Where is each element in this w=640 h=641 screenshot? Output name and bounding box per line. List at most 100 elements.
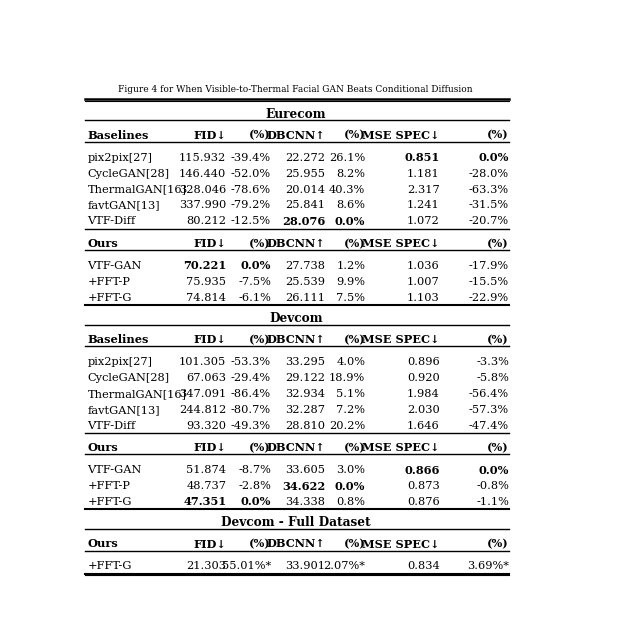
Text: 1.036: 1.036	[407, 261, 440, 271]
Text: DBCNN↑: DBCNN↑	[267, 238, 326, 249]
Text: +FFT-G: +FFT-G	[88, 293, 132, 303]
Text: (%): (%)	[249, 538, 271, 549]
Text: 0.866: 0.866	[404, 465, 440, 476]
Text: 3.69%*: 3.69%*	[467, 562, 509, 572]
Text: pix2pix[27]: pix2pix[27]	[88, 153, 152, 163]
Text: -3.3%: -3.3%	[476, 357, 509, 367]
Text: VTF-Diff: VTF-Diff	[88, 216, 136, 226]
Text: 75.935: 75.935	[186, 277, 227, 287]
Text: (%): (%)	[344, 538, 365, 549]
Text: Baselines: Baselines	[88, 334, 149, 345]
Text: -80.7%: -80.7%	[231, 404, 271, 415]
Text: DBCNN↑: DBCNN↑	[267, 442, 326, 453]
Text: Devcom: Devcom	[269, 312, 323, 325]
Text: 28.076: 28.076	[282, 216, 326, 227]
Text: ThermalGAN[16]: ThermalGAN[16]	[88, 185, 186, 195]
Text: -15.5%: -15.5%	[469, 277, 509, 287]
Text: 18.9%: 18.9%	[329, 373, 365, 383]
Text: 21.303: 21.303	[186, 562, 227, 572]
Text: 20.2%: 20.2%	[329, 420, 365, 431]
Text: Ours: Ours	[88, 238, 118, 249]
Text: 26.1%: 26.1%	[329, 153, 365, 163]
Text: -0.8%: -0.8%	[476, 481, 509, 491]
Text: (%): (%)	[344, 238, 365, 249]
Text: Devcom - Full Dataset: Devcom - Full Dataset	[221, 516, 371, 529]
Text: MSE SPEC↓: MSE SPEC↓	[362, 334, 440, 345]
Text: -29.4%: -29.4%	[231, 373, 271, 383]
Text: -12.5%: -12.5%	[231, 216, 271, 226]
Text: MSE SPEC↓: MSE SPEC↓	[362, 129, 440, 140]
Text: 0.0%: 0.0%	[335, 481, 365, 492]
Text: 40.3%: 40.3%	[329, 185, 365, 195]
Text: 22.272: 22.272	[285, 153, 326, 163]
Text: +FFT-G: +FFT-G	[88, 497, 132, 507]
Text: (%): (%)	[344, 129, 365, 140]
Text: 146.440: 146.440	[179, 169, 227, 179]
Text: (%): (%)	[249, 238, 271, 249]
Text: +FFT-P: +FFT-P	[88, 277, 131, 287]
Text: DBCNN↑: DBCNN↑	[267, 129, 326, 140]
Text: 0.876: 0.876	[407, 497, 440, 507]
Text: MSE SPEC↓: MSE SPEC↓	[362, 238, 440, 249]
Text: (%): (%)	[487, 538, 509, 549]
Text: favtGAN[13]: favtGAN[13]	[88, 201, 160, 210]
Text: CycleGAN[28]: CycleGAN[28]	[88, 373, 170, 383]
Text: 115.932: 115.932	[179, 153, 227, 163]
Text: -57.3%: -57.3%	[469, 404, 509, 415]
Text: MSE SPEC↓: MSE SPEC↓	[362, 538, 440, 549]
Text: 25.955: 25.955	[285, 169, 326, 179]
Text: -1.1%: -1.1%	[476, 497, 509, 507]
Text: (%): (%)	[487, 238, 509, 249]
Text: 27.738: 27.738	[285, 261, 326, 271]
Text: 1.646: 1.646	[407, 420, 440, 431]
Text: 1.103: 1.103	[407, 293, 440, 303]
Text: (%): (%)	[249, 442, 271, 453]
Text: (%): (%)	[249, 129, 271, 140]
Text: 2.317: 2.317	[407, 185, 440, 195]
Text: DBCNN↑: DBCNN↑	[267, 334, 326, 345]
Text: 9.9%: 9.9%	[336, 277, 365, 287]
Text: -20.7%: -20.7%	[469, 216, 509, 226]
Text: 47.351: 47.351	[183, 497, 227, 508]
Text: 244.812: 244.812	[179, 404, 227, 415]
Text: (%): (%)	[344, 334, 365, 345]
Text: -86.4%: -86.4%	[231, 389, 271, 399]
Text: FID↓: FID↓	[193, 538, 227, 549]
Text: VTF-Diff: VTF-Diff	[88, 420, 136, 431]
Text: 337.990: 337.990	[179, 201, 227, 210]
Text: FID↓: FID↓	[193, 442, 227, 453]
Text: -8.7%: -8.7%	[238, 465, 271, 475]
Text: 25.539: 25.539	[285, 277, 326, 287]
Text: CycleGAN[28]: CycleGAN[28]	[88, 169, 170, 179]
Text: DBCNN↑: DBCNN↑	[267, 538, 326, 549]
Text: -47.4%: -47.4%	[469, 420, 509, 431]
Text: 33.295: 33.295	[285, 357, 326, 367]
Text: 0.896: 0.896	[407, 357, 440, 367]
Text: 25.841: 25.841	[285, 201, 326, 210]
Text: FID↓: FID↓	[193, 238, 227, 249]
Text: 28.810: 28.810	[285, 420, 326, 431]
Text: 0.920: 0.920	[407, 373, 440, 383]
Text: FID↓: FID↓	[193, 129, 227, 140]
Text: Ours: Ours	[88, 442, 118, 453]
Text: 0.0%: 0.0%	[479, 465, 509, 476]
Text: -63.3%: -63.3%	[469, 185, 509, 195]
Text: 0.873: 0.873	[407, 481, 440, 491]
Text: Eurecom: Eurecom	[266, 108, 326, 121]
Text: 1.072: 1.072	[407, 216, 440, 226]
Text: 32.287: 32.287	[285, 404, 326, 415]
Text: 1.007: 1.007	[407, 277, 440, 287]
Text: 8.2%: 8.2%	[336, 169, 365, 179]
Text: 33.605: 33.605	[285, 465, 326, 475]
Text: FID↓: FID↓	[193, 334, 227, 345]
Text: 26.111: 26.111	[285, 293, 326, 303]
Text: 55.01%*: 55.01%*	[222, 562, 271, 572]
Text: VTF-GAN: VTF-GAN	[88, 465, 142, 475]
Text: (%): (%)	[487, 334, 509, 345]
Text: -79.2%: -79.2%	[231, 201, 271, 210]
Text: (%): (%)	[487, 442, 509, 453]
Text: 8.6%: 8.6%	[336, 201, 365, 210]
Text: 1.2%: 1.2%	[336, 261, 365, 271]
Text: Ours: Ours	[88, 538, 118, 549]
Text: 34.338: 34.338	[285, 497, 326, 507]
